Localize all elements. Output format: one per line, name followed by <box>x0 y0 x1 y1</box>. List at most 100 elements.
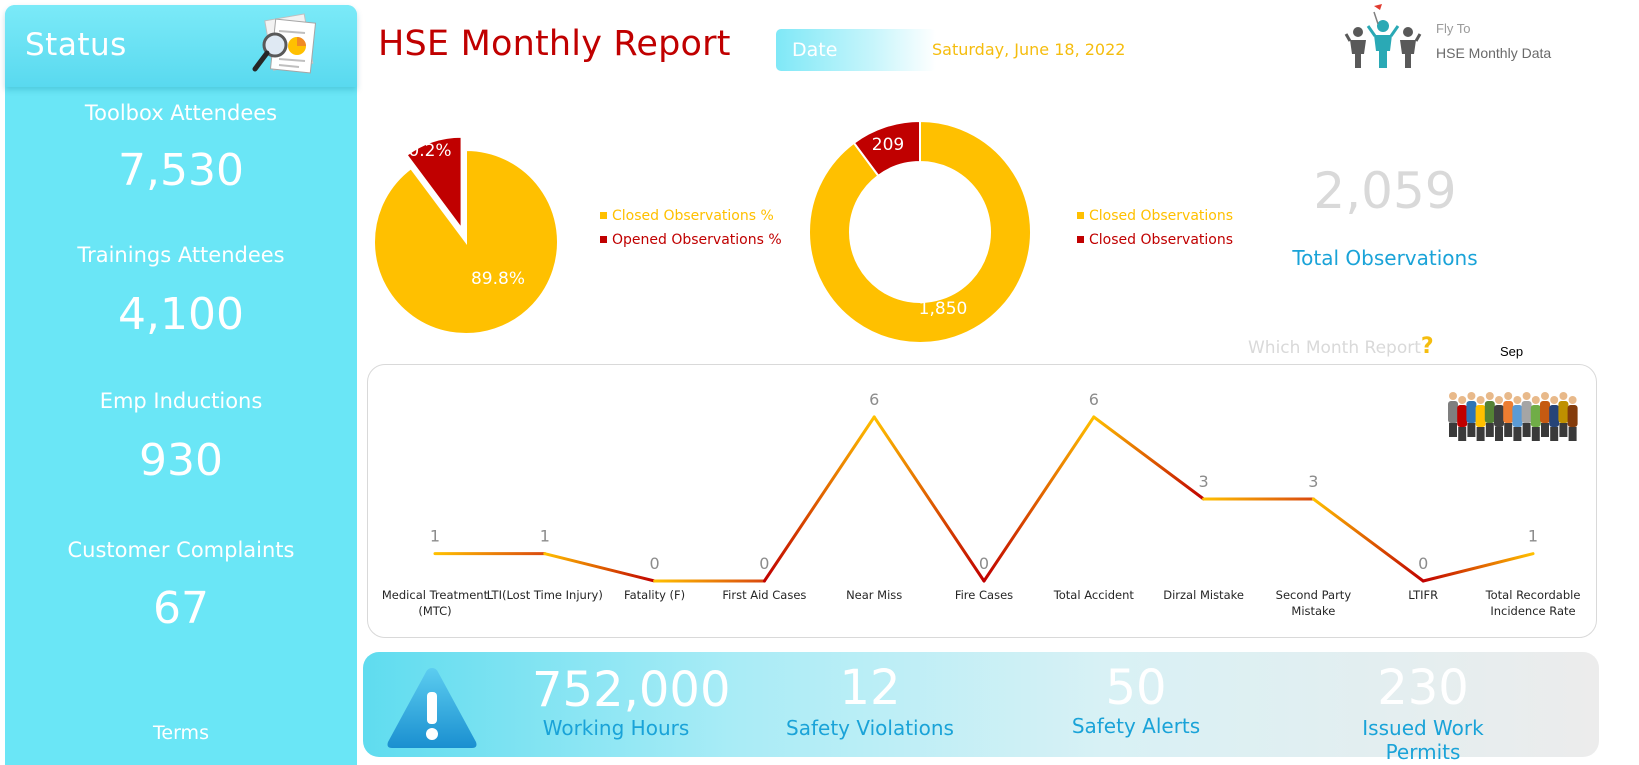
crowd-person-head <box>1467 392 1476 400</box>
month-select[interactable]: Sep <box>1500 344 1524 359</box>
line-segment <box>1421 552 1535 583</box>
crowd-person-head <box>1476 396 1485 404</box>
crowd-person-body <box>1530 405 1541 427</box>
kpi-label-safety-alerts: Safety Alerts <box>1071 714 1201 738</box>
crowd-person-head <box>1513 396 1522 404</box>
crowd-person-legs <box>1513 427 1522 441</box>
donut-data-label-1850: 1,850 <box>919 299 968 319</box>
pie-data-label-closed: 89.8% <box>471 269 525 289</box>
crowd-person-legs <box>1467 423 1476 437</box>
crowd-person-legs <box>1568 427 1577 441</box>
terms-link[interactable]: Terms <box>153 722 209 744</box>
fly-to-hse-monthly-data-link[interactable]: HSE Monthly Data <box>1436 45 1552 61</box>
kpi-value-issued-work-permits: 230 <box>1377 660 1469 716</box>
crowd-person-head <box>1559 392 1568 400</box>
stat-value-trainings-attendees: 4,100 <box>118 289 244 340</box>
line-data-label: 3 <box>1199 472 1209 491</box>
pie-data-label-opened: 0.2% <box>408 141 451 161</box>
date-value: Saturday, June 18, 2022 <box>932 40 1126 59</box>
crowd-person-head <box>1485 392 1494 400</box>
legend-item-closed-observations-pct: Closed Observations % <box>600 208 782 232</box>
crowd-person-legs <box>1541 423 1549 437</box>
donut-slice-closed-observations <box>808 119 1032 344</box>
crowd-person-head <box>1522 392 1531 400</box>
line-segment <box>1311 497 1425 583</box>
team-people-icon[interactable] <box>1344 4 1422 70</box>
sidebar-title: Status <box>25 27 127 63</box>
question-mark-icon: ? <box>1420 334 1434 359</box>
crowd-person-legs <box>1458 427 1467 441</box>
crowd-person-legs <box>1485 423 1494 437</box>
crowd-person-legs <box>1495 427 1503 441</box>
total-observations-label: Total Observations <box>1292 246 1478 270</box>
donut-slice-closed-observations-2 <box>852 119 921 178</box>
crowd-person-head <box>1550 396 1559 404</box>
stat-label-customer-complaints: Customer Complaints <box>67 538 295 562</box>
crowd-person-head <box>1541 392 1549 400</box>
legend-swatch-gold <box>1077 212 1084 219</box>
crowd-person-legs <box>1449 423 1457 437</box>
legend-item-closed-observations: Closed Observations <box>1077 208 1233 232</box>
crowd-person-head <box>1449 392 1457 400</box>
crowd-person-body <box>1475 405 1486 427</box>
line-data-label: 0 <box>1418 554 1428 573</box>
kpi-label-issued-work-permits: Issued Work Permits <box>1362 716 1484 764</box>
line-segment <box>1092 415 1206 501</box>
line-category-label: Fatality (F) <box>624 588 685 602</box>
observations-donut-chart: 1,850 209 <box>808 119 1032 344</box>
crowd-person-body <box>1503 401 1514 423</box>
line-category-label: First Aid Cases <box>722 588 806 602</box>
stat-value-toolbox-attendees: 7,530 <box>118 145 244 196</box>
line-data-label: 6 <box>869 390 879 409</box>
crowd-person-body <box>1558 401 1569 423</box>
crowd-people-icon <box>1448 392 1578 441</box>
line-data-label: 1 <box>1528 527 1538 546</box>
crowd-person-body <box>1512 405 1523 427</box>
date-label: Date <box>792 39 838 61</box>
line-category-label: Medical Treatment (MTC) <box>382 588 489 618</box>
stat-value-customer-complaints: 67 <box>153 583 209 634</box>
crowd-person-legs <box>1504 423 1513 437</box>
crowd-person-body <box>1494 405 1504 427</box>
crowd-person-body <box>1466 401 1477 423</box>
line-segment <box>762 415 876 583</box>
total-observations-value: 2,059 <box>1313 162 1457 220</box>
line-data-label: 0 <box>650 554 660 573</box>
legend-label: Closed Observations <box>1089 208 1234 224</box>
donut-data-label-209: 209 <box>872 135 904 155</box>
sidebar-header: Status <box>5 5 357 87</box>
stat-label-emp-inductions: Emp Inductions <box>99 389 263 413</box>
donut-legend: Closed Observations Closed Observations <box>1077 208 1233 256</box>
crowd-person-legs <box>1559 423 1568 437</box>
line-segment <box>872 415 986 583</box>
line-category-label: Total Recordable Incidence Rate <box>1485 588 1581 618</box>
stat-label-toolbox-attendees: Toolbox Attendees <box>84 101 278 125</box>
status-sidebar: Status Toolbox Attendees 7,530 Trainings… <box>5 5 357 765</box>
legend-label: Opened Observations % <box>612 232 782 248</box>
crowd-person-legs <box>1550 427 1559 441</box>
line-data-label: 1 <box>430 527 440 546</box>
crowd-person-legs <box>1531 427 1540 441</box>
line-category-label: Fire Cases <box>955 588 1013 602</box>
crowd-person-head <box>1458 396 1467 404</box>
line-segment <box>543 552 657 583</box>
line-category-label: Total Accident <box>1053 588 1135 602</box>
line-category-label: Dirzal Mistake <box>1163 588 1244 602</box>
line-category-label: LTI(Lost Time Injury) <box>487 588 603 602</box>
date-box: Date <box>776 29 936 71</box>
legend-swatch-gold <box>600 212 607 219</box>
line-segment <box>982 415 1096 583</box>
legend-item-closed-observations-2: Closed Observations <box>1077 232 1233 256</box>
page-title: HSE Monthly Report <box>378 24 731 64</box>
kpi-value-working-hours: 752,000 <box>532 662 731 718</box>
legend-swatch-red <box>600 236 607 243</box>
crowd-person-body <box>1567 405 1578 427</box>
stat-label-trainings-attendees: Trainings Attendees <box>77 243 285 267</box>
stat-value-emp-inductions: 930 <box>139 435 223 486</box>
crowd-person-body <box>1484 401 1495 423</box>
line-category-label: LTIFR <box>1408 588 1438 602</box>
kpi-label-safety-violations: Safety Violations <box>786 716 954 740</box>
crowd-person-body <box>1521 401 1532 423</box>
crowd-person-head <box>1568 396 1577 404</box>
crowd-person-legs <box>1476 427 1485 441</box>
